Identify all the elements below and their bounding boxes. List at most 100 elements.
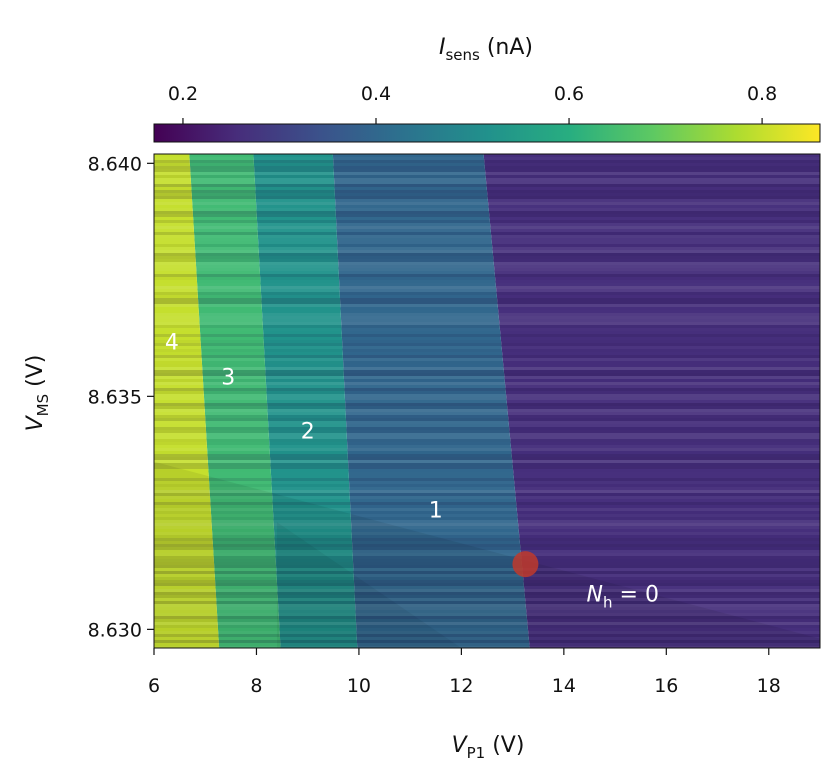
scan-line: [154, 460, 820, 463]
scan-line: [154, 307, 820, 310]
scan-line: [154, 646, 820, 648]
scan-line: [154, 631, 820, 634]
scan-line: [154, 430, 820, 433]
y-axis-label: VMS (V): [23, 355, 52, 432]
scan-line: [154, 280, 820, 283]
measurement-point-marker: [512, 551, 539, 578]
scan-line: [154, 472, 820, 475]
charge-region: [189, 154, 281, 648]
scan-line: [154, 526, 820, 529]
scan-line: [154, 427, 820, 430]
scan-line: [154, 520, 820, 523]
scan-line: [154, 253, 820, 256]
scan-line: [154, 325, 820, 328]
scan-line: [154, 172, 820, 175]
scan-line: [154, 436, 820, 439]
scan-line: [154, 268, 820, 271]
scan-line: [154, 457, 820, 460]
scan-line: [154, 577, 820, 580]
scan-line: [154, 511, 820, 514]
scan-line: [154, 544, 820, 547]
scan-line: [154, 493, 820, 496]
charge-region: [483, 154, 820, 648]
scan-line: [154, 205, 820, 208]
colorbar-tick-label: 0.4: [361, 83, 391, 105]
scan-line: [154, 256, 820, 259]
scan-line: [154, 202, 820, 205]
scan-line: [154, 274, 820, 277]
scan-line: [154, 346, 820, 349]
scan-line: [154, 334, 820, 337]
scan-line: [154, 403, 820, 406]
scan-line: [154, 190, 820, 193]
scan-line: [154, 199, 820, 202]
y-axis: 8.630 8.635 8.640: [88, 153, 154, 641]
scan-line: [154, 502, 820, 505]
diagonal-feature: [276, 522, 462, 648]
scan-line: [154, 523, 820, 526]
scan-line: [154, 244, 820, 247]
scan-line: [154, 553, 820, 556]
scan-line: [154, 481, 820, 484]
scan-line: [154, 382, 820, 385]
scan-line: [154, 541, 820, 544]
scan-line: [154, 418, 820, 421]
x-tick-label: 6: [148, 675, 160, 697]
scan-line: [154, 367, 820, 370]
scan-line: [154, 547, 820, 550]
scan-line: [154, 385, 820, 388]
scan-line: [154, 424, 820, 427]
region-label: 3: [221, 366, 235, 391]
scan-line: [154, 343, 820, 346]
scan-line: [154, 451, 820, 454]
colorbar-gradient: [153, 123, 821, 143]
scan-line: [154, 310, 820, 313]
scan-line: [154, 484, 820, 487]
scan-line: [154, 157, 820, 160]
colorbar: Isens (nA) 0.2 0.4 0.6 0.8: [153, 35, 821, 143]
scan-line: [154, 496, 820, 499]
scan-line: [154, 238, 820, 241]
scan-line: [154, 376, 820, 379]
x-tick-label: 16: [654, 675, 678, 697]
colorbar-tick-label: 0.6: [554, 83, 584, 105]
scan-line: [154, 298, 820, 301]
scan-line: [154, 442, 820, 445]
scan-line: [154, 349, 820, 352]
scan-line: [154, 595, 820, 598]
scan-line: [154, 277, 820, 280]
scan-line: [154, 448, 820, 451]
scan-line: [154, 490, 820, 493]
scan-line: [154, 610, 820, 613]
scan-line: [154, 373, 820, 376]
region-label: 4: [165, 331, 179, 356]
colorbar-label: Isens (nA): [439, 35, 533, 64]
scan-line: [154, 445, 820, 448]
scan-line: [154, 283, 820, 286]
scan-line: [154, 619, 820, 622]
scan-line: [154, 160, 820, 163]
scan-line: [154, 262, 820, 265]
scan-line: [154, 178, 820, 181]
scan-line: [154, 214, 820, 217]
scan-line: [154, 583, 820, 586]
scan-line: [154, 265, 820, 268]
scan-line: [154, 616, 820, 619]
scan-line: [154, 589, 820, 592]
scan-line: [154, 163, 820, 166]
scan-line: [154, 286, 820, 289]
plot-frame: [153, 153, 821, 649]
x-tick-label: 14: [552, 675, 576, 697]
scan-line: [154, 535, 820, 538]
x-tick-label: 12: [449, 675, 473, 697]
scan-line: [154, 187, 820, 190]
scan-line: [154, 361, 820, 364]
scan-line: [154, 508, 820, 511]
y-tick-label: 8.635: [88, 386, 142, 408]
scan-line: [154, 556, 820, 559]
scan-line: [154, 421, 820, 424]
y-tick-label: 8.630: [88, 619, 142, 641]
charge-region: [332, 154, 530, 648]
scan-line: [154, 478, 820, 481]
